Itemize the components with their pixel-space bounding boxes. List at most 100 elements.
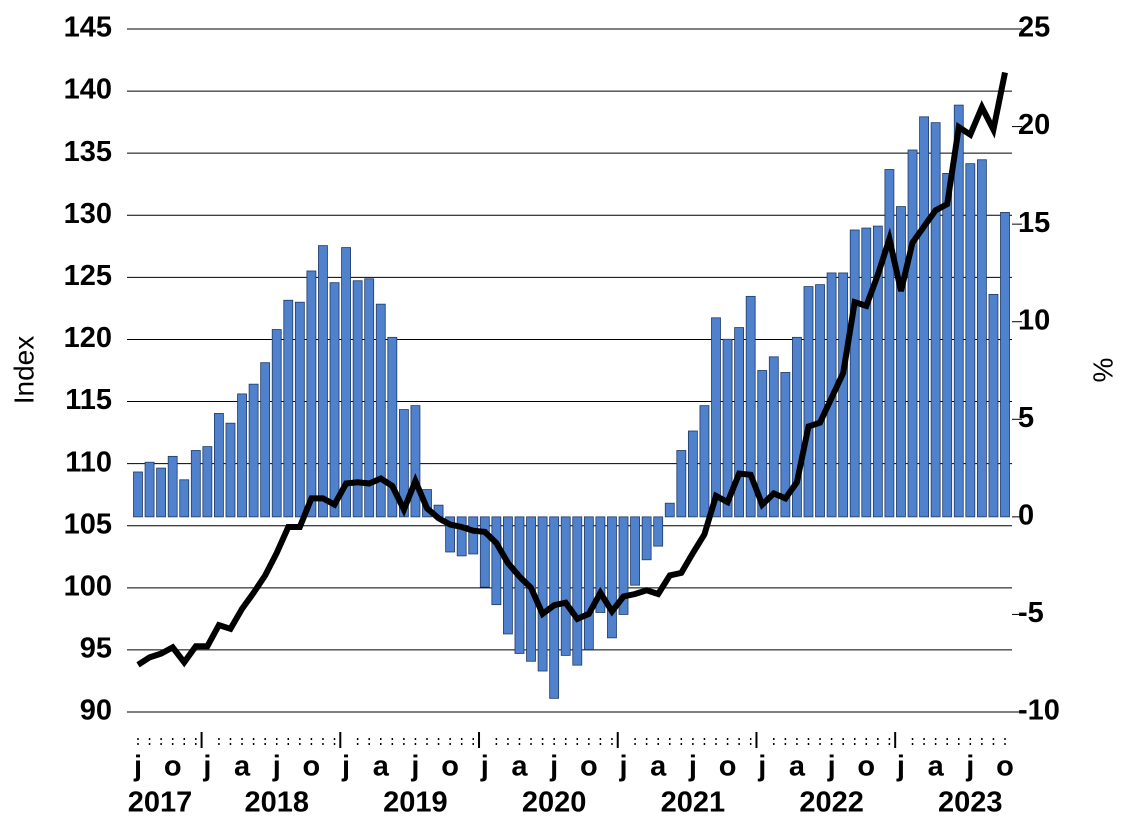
x-tick-label: j <box>896 751 905 783</box>
bar <box>803 286 814 518</box>
y2-tick-label: -5 <box>1018 597 1044 629</box>
bar <box>537 516 548 672</box>
y-tick-label: 120 <box>64 322 112 354</box>
y-axis-title: Index <box>8 336 39 405</box>
bar <box>572 516 583 666</box>
x-tick-label: a <box>928 751 945 783</box>
x-tick-label: j <box>618 751 627 783</box>
bar <box>664 502 675 518</box>
x-tick-label: j <box>549 751 558 783</box>
bar <box>583 516 594 650</box>
year-label: 2018 <box>244 787 309 819</box>
bar <box>930 122 941 518</box>
bar <box>214 413 224 518</box>
bar <box>387 336 398 518</box>
bar <box>976 159 987 518</box>
y2-tick-label: 0 <box>1018 500 1034 532</box>
year-label: 2017 <box>128 787 193 819</box>
x-tick-label: j <box>133 751 142 783</box>
y-tick-label: 115 <box>65 384 112 416</box>
bar <box>1000 212 1010 518</box>
bar <box>514 516 525 654</box>
bar <box>757 370 768 518</box>
bar <box>919 116 929 518</box>
x-tick-label: j <box>202 751 211 783</box>
x-tick-label: a <box>234 751 251 783</box>
bar <box>560 516 571 656</box>
bar <box>329 282 340 518</box>
year-label: 2021 <box>661 787 726 819</box>
bar <box>352 280 363 518</box>
y2-tick-label: 25 <box>1018 12 1050 44</box>
y2-tick-label: 5 <box>1018 402 1034 434</box>
bar <box>341 247 351 518</box>
x-tick-label: j <box>688 751 697 783</box>
bar <box>687 430 698 518</box>
year-label: 2022 <box>799 787 864 819</box>
year-label: 2019 <box>383 787 448 819</box>
bar <box>838 272 849 518</box>
bar <box>641 516 652 561</box>
bar <box>676 450 687 518</box>
bar <box>745 295 756 518</box>
bar <box>237 393 247 518</box>
bar <box>699 405 710 518</box>
bar <box>734 327 745 518</box>
x-tick-label: o <box>303 751 321 783</box>
year-label: 2020 <box>522 787 587 819</box>
x-tick-label: o <box>719 751 737 783</box>
y2-tick-label: -10 <box>1018 695 1060 727</box>
bar <box>398 409 409 518</box>
y2-tick-label: 20 <box>1018 109 1050 141</box>
bar <box>503 516 513 635</box>
bar <box>248 383 259 518</box>
bar <box>849 229 860 518</box>
bar <box>167 455 178 518</box>
bar <box>780 372 791 518</box>
x-tick-label: a <box>650 751 667 783</box>
line <box>136 71 1008 668</box>
bar <box>988 293 999 518</box>
x-tick-label: j <box>827 751 836 783</box>
bar <box>630 516 640 586</box>
y-tick-label: 125 <box>64 260 112 292</box>
bar <box>479 516 490 588</box>
bar <box>225 422 236 518</box>
bar <box>595 516 606 613</box>
y-tick-label: 130 <box>64 198 112 230</box>
bar <box>607 516 617 639</box>
bar <box>156 467 167 518</box>
bar <box>456 516 467 557</box>
x-tick-label: o <box>164 751 182 783</box>
y-tick-label: 100 <box>64 570 112 602</box>
y-tick-label: 145 <box>64 12 112 44</box>
bar <box>375 303 386 518</box>
bar <box>722 338 733 518</box>
bar <box>364 278 375 518</box>
bar <box>202 446 213 518</box>
x-tick-label: j <box>341 751 350 783</box>
bar <box>260 362 271 518</box>
bar <box>953 104 964 518</box>
bar <box>144 461 155 518</box>
bar <box>907 149 918 518</box>
bar <box>294 301 305 518</box>
bar <box>815 284 825 518</box>
bar <box>711 317 721 518</box>
bar <box>410 405 421 518</box>
y2-axis-title: % <box>1087 358 1118 383</box>
y-tick-label: 105 <box>64 508 112 540</box>
year-label: 2023 <box>938 787 1003 819</box>
bar <box>861 227 872 518</box>
bar <box>179 479 190 518</box>
y-tick-label: 135 <box>64 136 112 168</box>
x-tick-label: a <box>373 751 390 783</box>
y-tick-label: 110 <box>65 446 112 478</box>
bar <box>618 516 629 615</box>
x-tick-label: o <box>580 751 598 783</box>
bar <box>283 299 294 518</box>
y2-tick-label: 10 <box>1018 304 1050 336</box>
bar <box>884 169 895 518</box>
bar <box>190 450 201 518</box>
